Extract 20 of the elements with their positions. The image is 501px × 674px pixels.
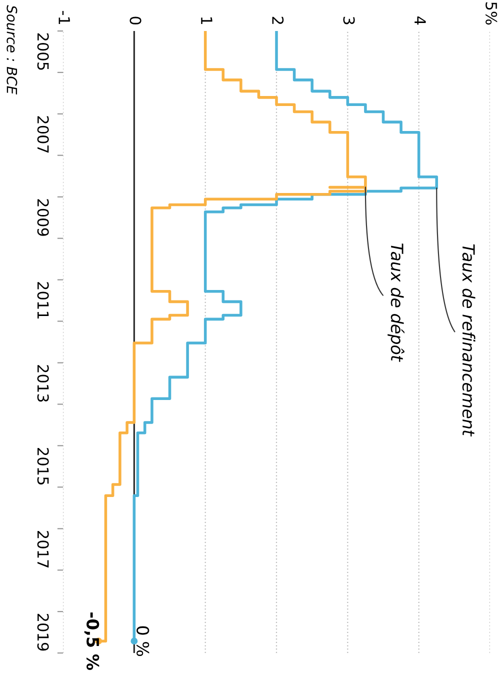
x-tick-label: 5% xyxy=(486,2,498,25)
y-tick-label: 2017 xyxy=(37,531,49,568)
source-note: Source : BCE xyxy=(6,5,18,94)
y-tick-label: 2011 xyxy=(37,282,49,318)
y-tick-label: 2015 xyxy=(37,448,49,484)
text: Taux de dépôt xyxy=(388,244,404,362)
x-tick-label: 3 xyxy=(343,16,355,24)
y-tick-label: 2007 xyxy=(37,116,49,153)
x-tick-label: -1 xyxy=(58,10,70,24)
data-label: 0 % xyxy=(136,626,150,656)
x-tick-label: 2 xyxy=(272,16,284,24)
y-tick-label: 2009 xyxy=(37,199,49,236)
text: Taux de refinancement xyxy=(462,244,476,437)
data-label: -0,5 % xyxy=(84,612,100,670)
y-tick-label: 2005 xyxy=(37,33,49,70)
x-tick-label: 1 xyxy=(201,17,212,24)
x-tick-label: 0 xyxy=(130,16,142,24)
y-tick-label: 2013 xyxy=(37,365,49,402)
y-tick-label: 2019 xyxy=(37,614,49,651)
x-tick-label: 4 xyxy=(414,16,426,25)
